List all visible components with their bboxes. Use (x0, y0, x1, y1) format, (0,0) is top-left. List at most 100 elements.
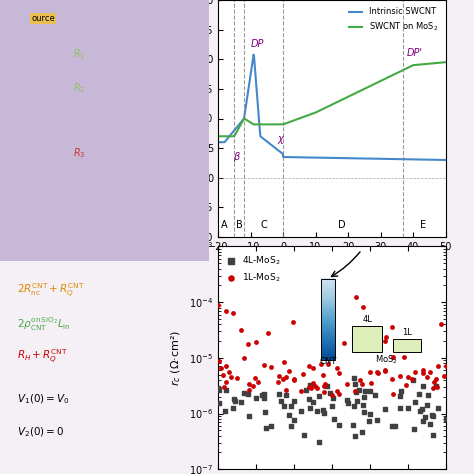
1L-MoS$_2$ (325, 360, 332, 368)
1L-MoS$_2$ (222, 378, 229, 386)
1L-MoS$_2$ (307, 384, 314, 392)
4L-MoS$_2$ (305, 395, 313, 402)
4L-MoS$_2$ (307, 381, 314, 389)
1L-MoS$_2$ (252, 338, 260, 346)
SWCNT on MoS$_2$ (437, 60, 443, 65)
Text: $V_1(0) = V_0$: $V_1(0) = V_0$ (17, 392, 69, 406)
4L-MoS$_2$ (418, 405, 425, 412)
1L-MoS$_2$ (227, 374, 234, 381)
4L-MoS$_2$ (429, 412, 437, 419)
4L-MoS$_2$ (416, 390, 423, 398)
Text: C: C (260, 220, 267, 230)
4L-MoS$_2$ (319, 406, 327, 414)
1L-MoS$_2$ (340, 339, 347, 346)
1L-MoS$_2$ (283, 373, 290, 380)
1L-MoS$_2$ (389, 375, 396, 383)
1L-MoS$_2$ (319, 372, 327, 379)
4L-MoS$_2$ (350, 421, 357, 429)
4L-MoS$_2$ (424, 401, 431, 409)
4L-MoS$_2$ (237, 398, 245, 406)
1L-MoS$_2$ (305, 362, 313, 369)
4L-MoS$_2$ (229, 405, 237, 412)
Text: A: A (221, 220, 228, 230)
1L-MoS$_2$ (328, 392, 336, 399)
SWCNT on MoS$_2$ (325, 104, 330, 109)
4L-MoS$_2$ (366, 410, 374, 417)
1L-MoS$_2$ (356, 376, 364, 383)
1L-MoS$_2$ (333, 365, 340, 372)
1L-MoS$_2$ (214, 301, 222, 309)
1L-MoS$_2$ (432, 375, 439, 383)
4L-MoS$_2$ (442, 416, 449, 423)
4L-MoS$_2$ (216, 386, 223, 393)
1L-MoS$_2$ (434, 362, 442, 370)
1L-MoS$_2$ (396, 372, 404, 380)
4L-MoS$_2$ (361, 393, 368, 401)
4L-MoS$_2$ (389, 422, 396, 430)
Legend: Intrinsic SWCNT, SWCNT on MoS$_2$: Intrinsic SWCNT, SWCNT on MoS$_2$ (346, 4, 441, 36)
1L-MoS$_2$ (404, 373, 411, 381)
4L-MoS$_2$ (288, 422, 295, 429)
Text: $R_3$: $R_3$ (73, 146, 85, 160)
1L-MoS$_2$ (289, 319, 296, 326)
1L-MoS$_2$ (291, 376, 298, 384)
4L-MoS$_2$ (374, 417, 381, 424)
Intrinsic SWCNT (443, 157, 448, 163)
Text: DP': DP' (407, 48, 422, 58)
1L-MoS$_2$ (374, 368, 381, 376)
4L-MoS$_2$ (245, 412, 253, 419)
4L-MoS$_2$ (360, 408, 368, 416)
SWCNT on MoS$_2$ (401, 66, 407, 72)
4L-MoS$_2$ (323, 383, 331, 390)
1L-MoS$_2$ (290, 375, 298, 383)
Intrinsic SWCNT (215, 139, 221, 145)
4L-MoS$_2$ (298, 407, 305, 415)
1L-MoS$_2$ (311, 382, 319, 390)
SWCNT on MoS$_2$ (443, 59, 448, 65)
Intrinsic SWCNT (251, 52, 256, 57)
4L-MoS$_2$ (427, 420, 434, 428)
1L-MoS$_2$ (381, 368, 389, 375)
1L-MoS$_2$ (220, 383, 228, 391)
SWCNT on MoS$_2$ (351, 91, 356, 97)
Intrinsic SWCNT (402, 156, 408, 162)
1L-MoS$_2$ (359, 303, 366, 311)
4L-MoS$_2$ (429, 431, 437, 438)
Text: $2R_{\mathrm{nc}}^{\mathrm{CNT}} + R_Q^{\mathrm{CNT}}$: $2R_{\mathrm{nc}}^{\mathrm{CNT}} + R_Q^{… (17, 282, 84, 300)
1L-MoS$_2$ (267, 363, 275, 371)
1L-MoS$_2$ (430, 378, 438, 386)
4L-MoS$_2$ (351, 432, 358, 439)
4L-MoS$_2$ (410, 426, 418, 433)
Intrinsic SWCNT (325, 155, 331, 161)
1L-MoS$_2$ (321, 381, 329, 388)
4L-MoS$_2$ (316, 392, 323, 400)
1L-MoS$_2$ (336, 390, 343, 398)
Text: $R_H + R_Q^{\mathrm{CNT}}$: $R_H + R_Q^{\mathrm{CNT}}$ (17, 348, 67, 366)
4L-MoS$_2$ (351, 374, 358, 382)
Y-axis label: $\rho_{\mathrm{CNT}}$ (kΩ·μm⁻¹): $\rho_{\mathrm{CNT}}$ (kΩ·μm⁻¹) (173, 80, 187, 157)
4L-MoS$_2$ (343, 396, 351, 403)
Text: E: E (420, 220, 426, 230)
Y-axis label: $r_c$ (Ω·cm²): $r_c$ (Ω·cm²) (170, 330, 183, 386)
4L-MoS$_2$ (350, 402, 357, 410)
1L-MoS$_2$ (245, 340, 252, 347)
1L-MoS$_2$ (423, 374, 431, 381)
4L-MoS$_2$ (221, 408, 229, 415)
4L-MoS$_2$ (355, 386, 363, 394)
1L-MoS$_2$ (381, 366, 389, 374)
1L-MoS$_2$ (352, 293, 360, 301)
Text: ource: ource (31, 14, 55, 23)
1L-MoS$_2$ (283, 386, 290, 394)
1L-MoS$_2$ (299, 370, 307, 377)
1L-MoS$_2$ (437, 320, 444, 328)
4L-MoS$_2$ (281, 402, 288, 410)
1L-MoS$_2$ (237, 326, 245, 334)
4L-MoS$_2$ (290, 417, 298, 424)
4L-MoS$_2$ (328, 402, 336, 410)
4L-MoS$_2$ (416, 408, 424, 415)
4L-MoS$_2$ (352, 388, 360, 395)
1L-MoS$_2$ (280, 358, 288, 366)
1L-MoS$_2$ (219, 372, 227, 379)
4L-MoS$_2$ (381, 405, 389, 412)
4L-MoS$_2$ (353, 397, 361, 405)
